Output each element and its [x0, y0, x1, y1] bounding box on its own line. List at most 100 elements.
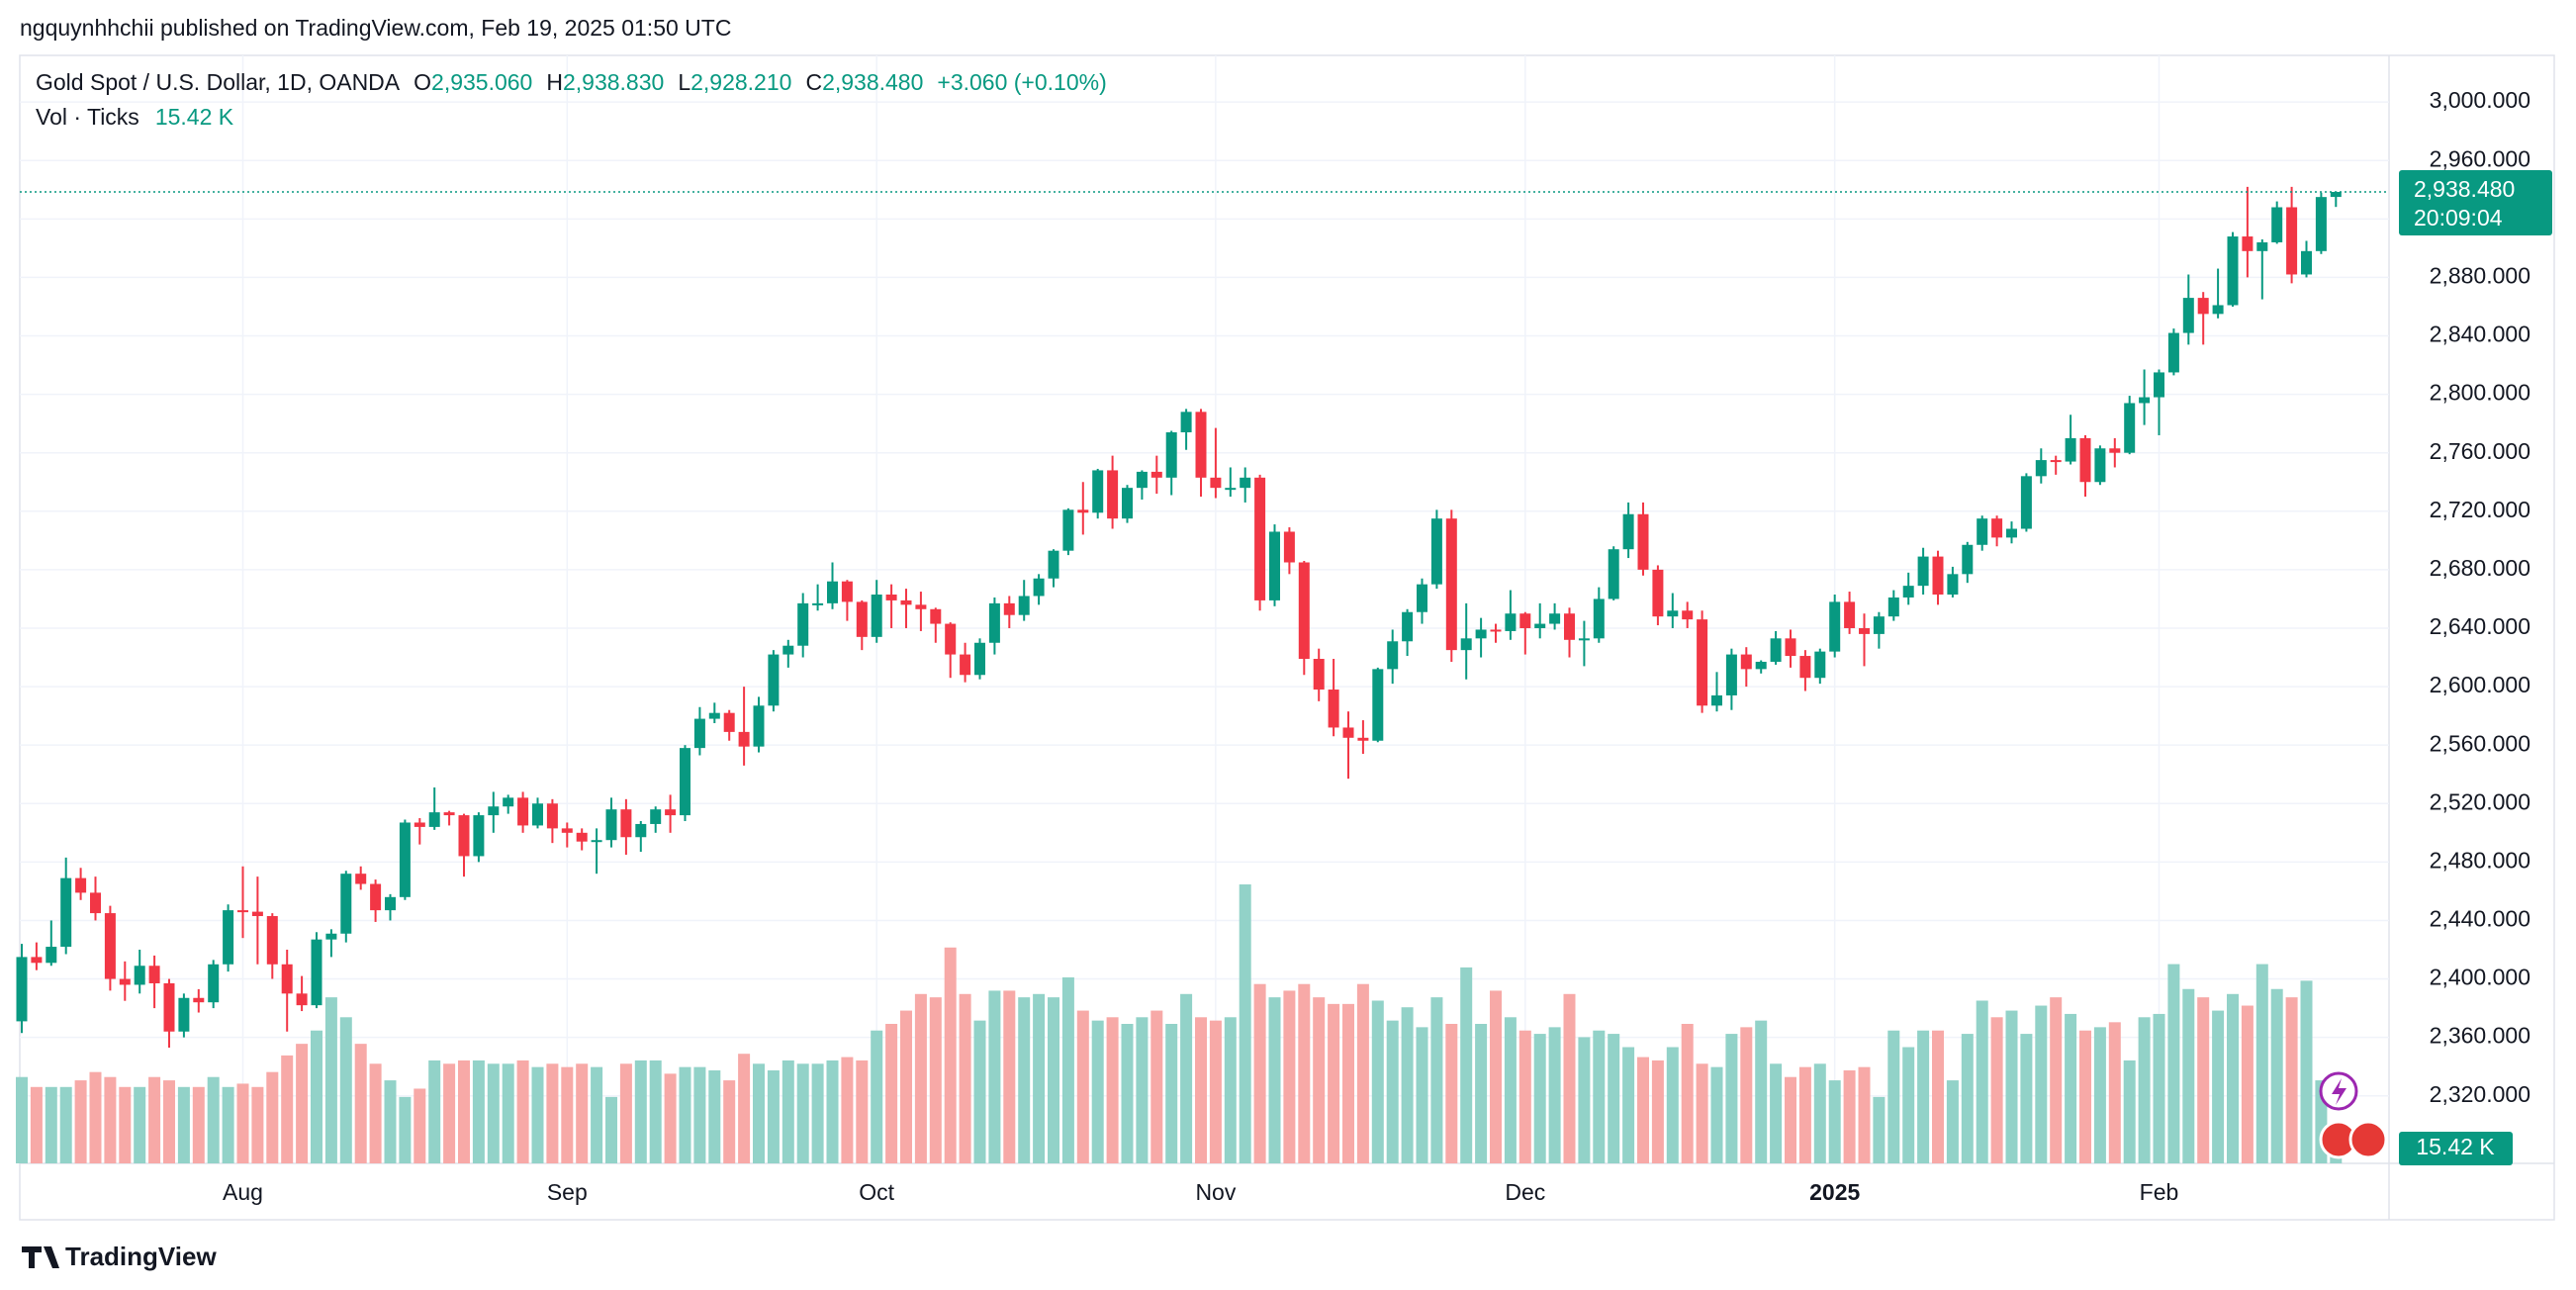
y-tick-label: 2,480.000 [2430, 847, 2530, 873]
volume-bar [723, 1080, 736, 1163]
volume-bar [414, 1088, 426, 1163]
event-icon-bolt [2332, 1078, 2346, 1105]
legend-close: 2,938.480 [822, 69, 923, 95]
candle-body [1165, 432, 1177, 478]
candle-body [2330, 192, 2342, 198]
candle-body [1608, 549, 1619, 599]
event-icons[interactable] [2319, 1071, 2388, 1159]
volume-bar [1253, 983, 1266, 1163]
x-tick-label: Oct [859, 1179, 894, 1205]
candle-body [1519, 613, 1531, 628]
volume-bar [1268, 997, 1281, 1163]
candle-body [340, 874, 352, 934]
candle-body [1018, 596, 1030, 615]
candle-body [1593, 599, 1605, 639]
volume-bar [1136, 1017, 1149, 1163]
volume-bar [384, 1080, 397, 1163]
volume-bar [1976, 1000, 1988, 1163]
volume-bar [134, 1086, 146, 1163]
volume-bar [1961, 1034, 1974, 1163]
candle-body [797, 602, 809, 646]
published-note: ngquynhhchii published on TradingView.co… [20, 15, 731, 41]
candle-body [2035, 460, 2047, 477]
candle-body [1549, 613, 1561, 624]
candle-body [1578, 638, 1590, 641]
y-tick-label: 2,600.000 [2430, 672, 2530, 697]
legend-low-key: L [678, 69, 690, 95]
candle-body [385, 896, 396, 911]
volume-bar [502, 1063, 514, 1163]
volume-bar [369, 1063, 382, 1163]
candle-body [251, 911, 263, 917]
candle-body [1622, 513, 1634, 550]
last-price: 2,938.480 [2414, 176, 2515, 202]
x-tick-label: Sep [547, 1179, 588, 1205]
candle-body [2065, 437, 2076, 462]
y-tick-label: 3,000.000 [2430, 87, 2530, 113]
candle-body [281, 964, 293, 994]
candle-body [1667, 610, 1679, 617]
candle-body [1402, 611, 1414, 642]
x-tick-label: 2025 [1809, 1179, 1860, 1205]
volume-bar [1018, 997, 1031, 1163]
volume-bar [1770, 1063, 1783, 1163]
volume-bar [472, 1060, 485, 1163]
candle-body [753, 705, 765, 747]
candle-body [223, 910, 234, 965]
candle-body [1077, 509, 1089, 513]
volume-value: 15.42 K [2416, 1134, 2495, 1159]
candle-body [1107, 470, 1119, 519]
y-tick-label: 2,680.000 [2430, 555, 2530, 581]
candle-body [2212, 305, 2224, 315]
candle-body [1725, 654, 1737, 695]
candle-body [960, 654, 971, 676]
candle-body [473, 815, 485, 857]
volume-bar [1710, 1066, 1723, 1163]
volume-bar [738, 1054, 751, 1163]
candle-body [1991, 518, 2003, 538]
volume-bar [2300, 980, 2313, 1163]
volume-bar [591, 1066, 603, 1163]
candle-body [134, 966, 145, 985]
volume-bar [2270, 988, 2283, 1163]
volume-bar [767, 1070, 780, 1163]
x-tick-label: Nov [1195, 1179, 1236, 1205]
candle-body [443, 812, 455, 816]
candle-body [1564, 613, 1575, 640]
candle-body [900, 599, 912, 605]
candle-body [635, 823, 647, 838]
legend-line: Gold Spot / U.S. Dollar, 1D, OANDA O2,935… [36, 69, 1107, 95]
volume-box [2399, 1132, 2513, 1165]
brand: TradingView [65, 1242, 217, 1271]
candle-body [1210, 477, 1222, 489]
volume-bar [1490, 990, 1502, 1163]
candle-body [2050, 460, 2062, 463]
volume-bar [89, 1071, 102, 1163]
candle-body [591, 840, 602, 843]
y-tick-label: 2,960.000 [2430, 145, 2530, 171]
volume-bar [1755, 1020, 1768, 1163]
candle-body [1799, 656, 1811, 679]
volume-bar [2241, 1005, 2254, 1163]
candle-body [46, 947, 57, 964]
candle-body [2242, 236, 2254, 251]
economic-event-icon[interactable] [2348, 1120, 2388, 1159]
candle-body [1977, 518, 1988, 545]
candle-body [2139, 397, 2151, 404]
y-tick-label: 2,720.000 [2430, 497, 2530, 522]
volume-bar [2197, 997, 2210, 1163]
y-tick-label: 2,880.000 [2430, 262, 2530, 288]
volume-bar [458, 1060, 470, 1163]
candle-body [605, 809, 617, 841]
candle-body [2315, 197, 2327, 251]
volume-bar [1563, 993, 1576, 1163]
volume-bar [339, 1017, 352, 1163]
volume-bar [354, 1044, 367, 1163]
volume-bar [148, 1076, 161, 1163]
volume-bar [1224, 1017, 1237, 1163]
chart-frame [19, 54, 2555, 1221]
y-tick-label: 2,800.000 [2430, 380, 2530, 406]
candle-body [2286, 207, 2298, 275]
legend-symbol: Gold Spot / U.S. Dollar, 1D, OANDA [36, 69, 401, 95]
volume-bar [1946, 1080, 1959, 1163]
